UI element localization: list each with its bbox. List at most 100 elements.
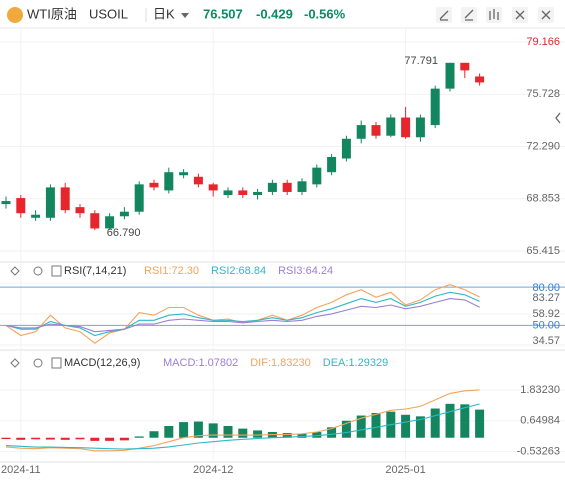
candle-body (356, 125, 366, 139)
y-tick-label: 34.57 (532, 335, 560, 347)
macd-bar (445, 403, 455, 438)
candle-body (238, 190, 248, 195)
macd-bar (208, 423, 218, 438)
price: 76.507 (203, 6, 243, 21)
candle-body (460, 62, 470, 71)
macd-bar (90, 437, 100, 441)
candle-body (267, 182, 277, 192)
macd-bar (341, 420, 351, 438)
candle-body (445, 62, 455, 89)
y-tick-label: 0.64984 (520, 415, 560, 427)
indicator-line (5, 291, 480, 337)
macd-bar (223, 426, 233, 438)
candle-body (119, 211, 129, 217)
candle-body (327, 157, 337, 173)
candle-body (60, 187, 70, 211)
candle-body (149, 182, 159, 188)
candle-body (297, 181, 307, 192)
y-tick-label: 1.83230 (520, 384, 560, 396)
macd-bar (238, 428, 248, 438)
candle-body (475, 76, 485, 83)
candle-body (45, 187, 55, 218)
visibility-icon[interactable] (10, 358, 20, 368)
macd-bar (253, 430, 263, 438)
macd-bar (16, 437, 26, 440)
candle-body (430, 88, 440, 126)
y-tick-label: 50.00 (532, 319, 560, 331)
candle-body (401, 117, 411, 138)
x-tick-label: 2024-11 (1, 464, 41, 476)
indicator-button[interactable] (461, 7, 477, 23)
candle-body (134, 184, 144, 212)
candle-body (31, 214, 41, 218)
candle-body (90, 213, 100, 229)
rsi-title: RSI(7,14,21) (64, 265, 126, 277)
macd-bar (475, 409, 485, 438)
macd-bar (193, 421, 203, 438)
settings-icon[interactable] (33, 358, 43, 368)
y-tick-label: 65.415 (526, 245, 560, 257)
legend-entry: DIF:1.83230 (250, 357, 311, 369)
macd-bar (327, 427, 337, 438)
y-tick-label: 80.00 (532, 282, 560, 294)
legend-entry: RSI2:68.84 (211, 265, 266, 277)
change: -0.429 (256, 6, 293, 21)
legend-entry: MACD:1.07802 (163, 357, 238, 369)
close-icon[interactable] (51, 357, 62, 369)
macd-bar (164, 426, 174, 438)
visibility-icon[interactable] (10, 266, 20, 276)
legend-entry: RSI3:64.24 (278, 265, 333, 277)
y-tick-label: 72.290 (526, 140, 560, 152)
macd-bar (415, 416, 425, 438)
macd-bar (282, 433, 292, 438)
candle-body (341, 138, 351, 159)
draw-icon (439, 10, 449, 21)
period[interactable]: 日K (153, 6, 175, 21)
type-icon (489, 9, 499, 20)
macd-bar (371, 412, 381, 438)
high-annotation: 77.791 (404, 55, 438, 67)
indicator-line (5, 403, 480, 450)
x-tick-label: 2025-01 (385, 464, 425, 476)
y-tick-label: 75.728 (526, 88, 560, 100)
settings-icon (541, 10, 551, 20)
macd-bar (119, 437, 129, 441)
collapse-arrow[interactable] (555, 112, 561, 124)
macd-bar (45, 437, 55, 440)
macd-bar (31, 437, 41, 440)
macd-bar (75, 437, 85, 440)
indicator-icon (464, 9, 474, 21)
macd-bar (460, 404, 470, 438)
candle-body (179, 172, 189, 176)
candle-body (312, 167, 322, 185)
candle-body (193, 176, 203, 185)
macd-bar (134, 436, 144, 438)
fullscreen-icon (515, 10, 525, 20)
code: USOIL (89, 6, 128, 21)
indicator-line (5, 298, 480, 333)
y-tick-label: 83.27 (532, 292, 560, 304)
y-tick-label: -0.53263 (517, 446, 560, 458)
candle-body (164, 172, 174, 191)
macd-title: MACD(12,26,9) (64, 357, 140, 369)
close-icon[interactable] (51, 265, 62, 277)
settings-icon[interactable] (33, 266, 43, 276)
symbol: WTI原油 (27, 6, 77, 21)
y-tick-label: 58.92 (532, 308, 560, 320)
macd-bar (312, 432, 322, 438)
legend-entry: RSI1:72.30 (144, 265, 199, 277)
indicator-line (5, 389, 480, 452)
y-tick-label: 68.853 (526, 193, 560, 205)
dropdown[interactable] (181, 13, 189, 18)
candle-body (75, 207, 85, 214)
candle-body (1, 201, 11, 205)
candle-body (282, 182, 292, 192)
x-tick-label: 2024-12 (193, 464, 233, 476)
macd-bar (105, 437, 115, 441)
macd-bar (401, 414, 411, 438)
macd-bar (149, 431, 159, 438)
candle-body (386, 117, 396, 136)
candle-body (208, 184, 218, 191)
